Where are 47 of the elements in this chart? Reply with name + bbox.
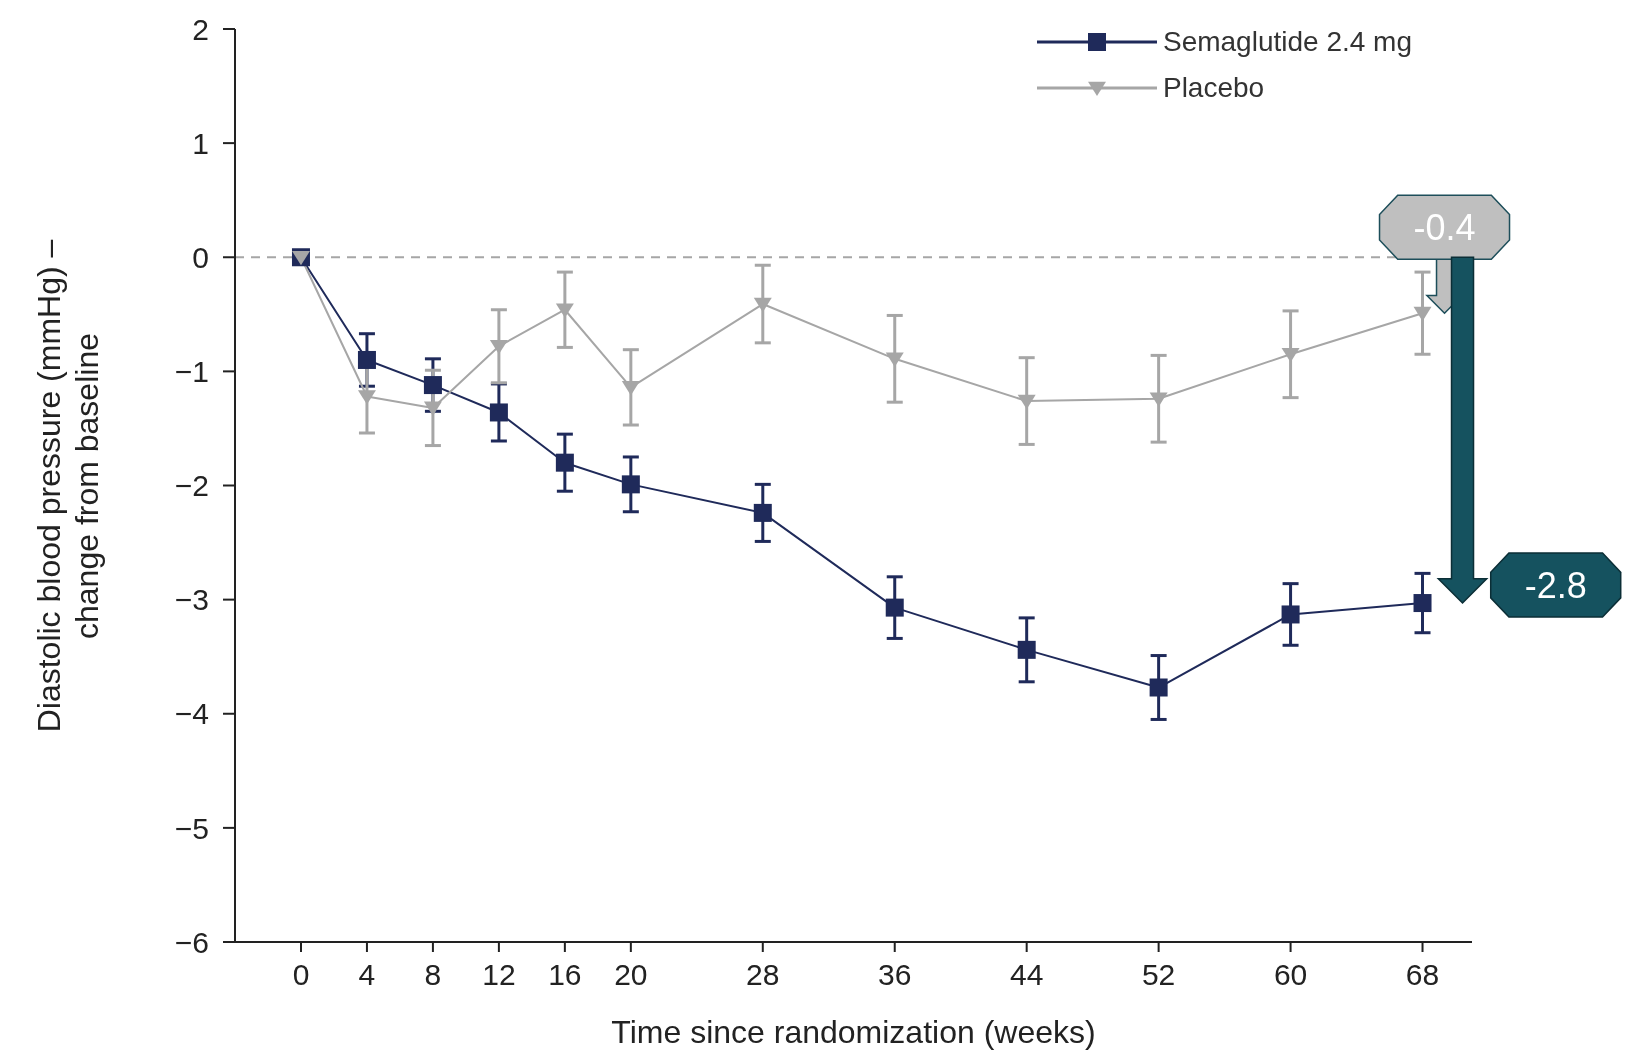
x-tick-label: 52 <box>1141 958 1176 992</box>
point <box>357 390 376 405</box>
point <box>753 297 772 313</box>
point <box>555 303 574 318</box>
annotation: -0.4 <box>1413 207 1476 249</box>
y-tick-label: −1 <box>174 355 209 389</box>
x-tick-label: 4 <box>358 958 376 992</box>
point <box>753 503 772 522</box>
y-tick-label: −4 <box>174 697 209 731</box>
point <box>555 453 574 472</box>
x-tick-label: 0 <box>292 958 310 992</box>
point <box>489 403 508 422</box>
point <box>1413 594 1432 613</box>
point <box>885 352 904 367</box>
point <box>1017 394 1036 410</box>
point <box>621 381 640 396</box>
y-tick-label: −6 <box>174 925 209 959</box>
legend-label: Placebo <box>1162 72 1265 104</box>
legend-label: Semaglutide 2.4 mg <box>1162 26 1412 58</box>
x-tick-label: 60 <box>1273 958 1308 992</box>
point <box>423 401 442 416</box>
x-tick-label: 28 <box>746 958 780 992</box>
point <box>423 376 442 395</box>
text: -2.8 <box>1524 565 1587 607</box>
point <box>357 350 376 369</box>
point <box>885 598 904 617</box>
x-axis-title: Time since randomization (weeks) <box>611 1014 1096 1050</box>
y-tick-label: 1 <box>192 126 209 160</box>
x-tick-label: 44 <box>1009 958 1044 992</box>
y-tick-label: −2 <box>174 469 209 503</box>
y-tick-label: 0 <box>192 240 209 274</box>
y-tick-label: 2 <box>192 12 209 46</box>
point <box>1017 640 1036 659</box>
y-tick-label: −5 <box>174 811 209 845</box>
point <box>1149 678 1168 697</box>
x-tick-label: 20 <box>614 958 648 992</box>
y-tick-label: −3 <box>174 583 209 617</box>
point <box>621 475 640 494</box>
x-tick-label: 8 <box>424 958 442 992</box>
x-tick-label: 12 <box>482 958 516 992</box>
x-tick-label: 68 <box>1405 958 1440 992</box>
x-tick-label: 16 <box>548 958 582 992</box>
point <box>489 339 508 355</box>
y-axis-title: Diastolic blood pressure (mmHg) – change from baseline <box>30 238 106 734</box>
x-tick-label: 36 <box>878 958 912 992</box>
point <box>1149 392 1168 407</box>
point <box>1281 605 1300 624</box>
